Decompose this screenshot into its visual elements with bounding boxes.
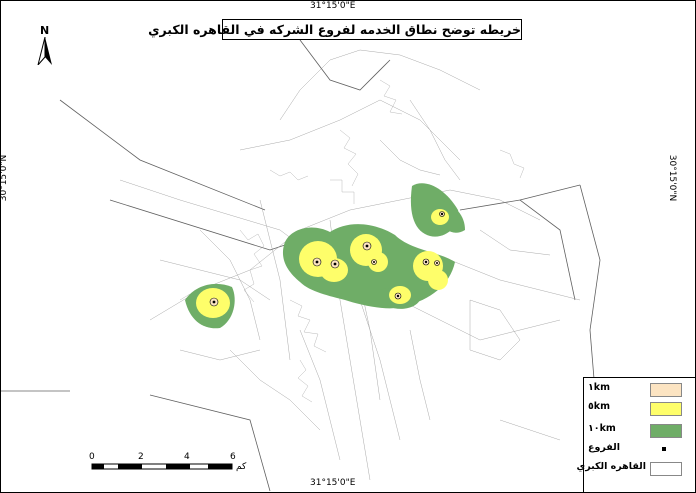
buffer-5km bbox=[196, 209, 449, 318]
north-arrow-letter: N bbox=[40, 24, 50, 37]
graticule-left-label: 30°15'0"N bbox=[0, 154, 10, 202]
legend-label: الفروع bbox=[588, 442, 620, 453]
scale-tick-0: 0 bbox=[89, 452, 95, 462]
north-arrow-icon bbox=[37, 37, 52, 65]
legend-swatch-1km bbox=[650, 383, 682, 397]
legend-item-10km: ١٠km bbox=[584, 422, 695, 440]
legend-item-1km: ١km bbox=[584, 381, 695, 399]
map-title: خريطه توضح نطاق الخدمه لفروع الشركه في ا… bbox=[148, 19, 522, 40]
legend-swatch-10km bbox=[650, 424, 682, 438]
map-legend: ١km ٥km ١٠km الفروع القاهره الكبري bbox=[576, 377, 695, 492]
scale-tick-4: 4 bbox=[184, 452, 190, 462]
scale-tick-2: 2 bbox=[138, 452, 144, 462]
branch-point-icon bbox=[662, 447, 666, 451]
graticule-bottom-label: 31°15'0"E bbox=[310, 478, 356, 488]
legend-label: القاهره الكبري bbox=[576, 461, 646, 472]
legend-item-boundary: القاهره الكبري bbox=[576, 460, 695, 478]
road-network-dense bbox=[179, 79, 525, 403]
graticule-top-label: 31°15'0"E bbox=[310, 1, 356, 11]
scale-unit: كم bbox=[236, 462, 247, 472]
legend-swatch-5km bbox=[650, 402, 682, 416]
legend-label: ١km bbox=[588, 382, 611, 393]
scale-tick-6: 6 bbox=[230, 452, 236, 462]
legend-label: ٥km bbox=[588, 401, 611, 412]
legend-swatch-boundary bbox=[650, 462, 682, 476]
branch-points bbox=[212, 212, 444, 304]
scale-bar bbox=[91, 463, 233, 470]
legend-label: ١٠km bbox=[588, 423, 616, 434]
graticule-right-label: 30°15'0"N bbox=[667, 154, 678, 202]
legend-item-5km: ٥km bbox=[584, 400, 695, 418]
legend-item-branches: الفروع bbox=[584, 441, 695, 459]
